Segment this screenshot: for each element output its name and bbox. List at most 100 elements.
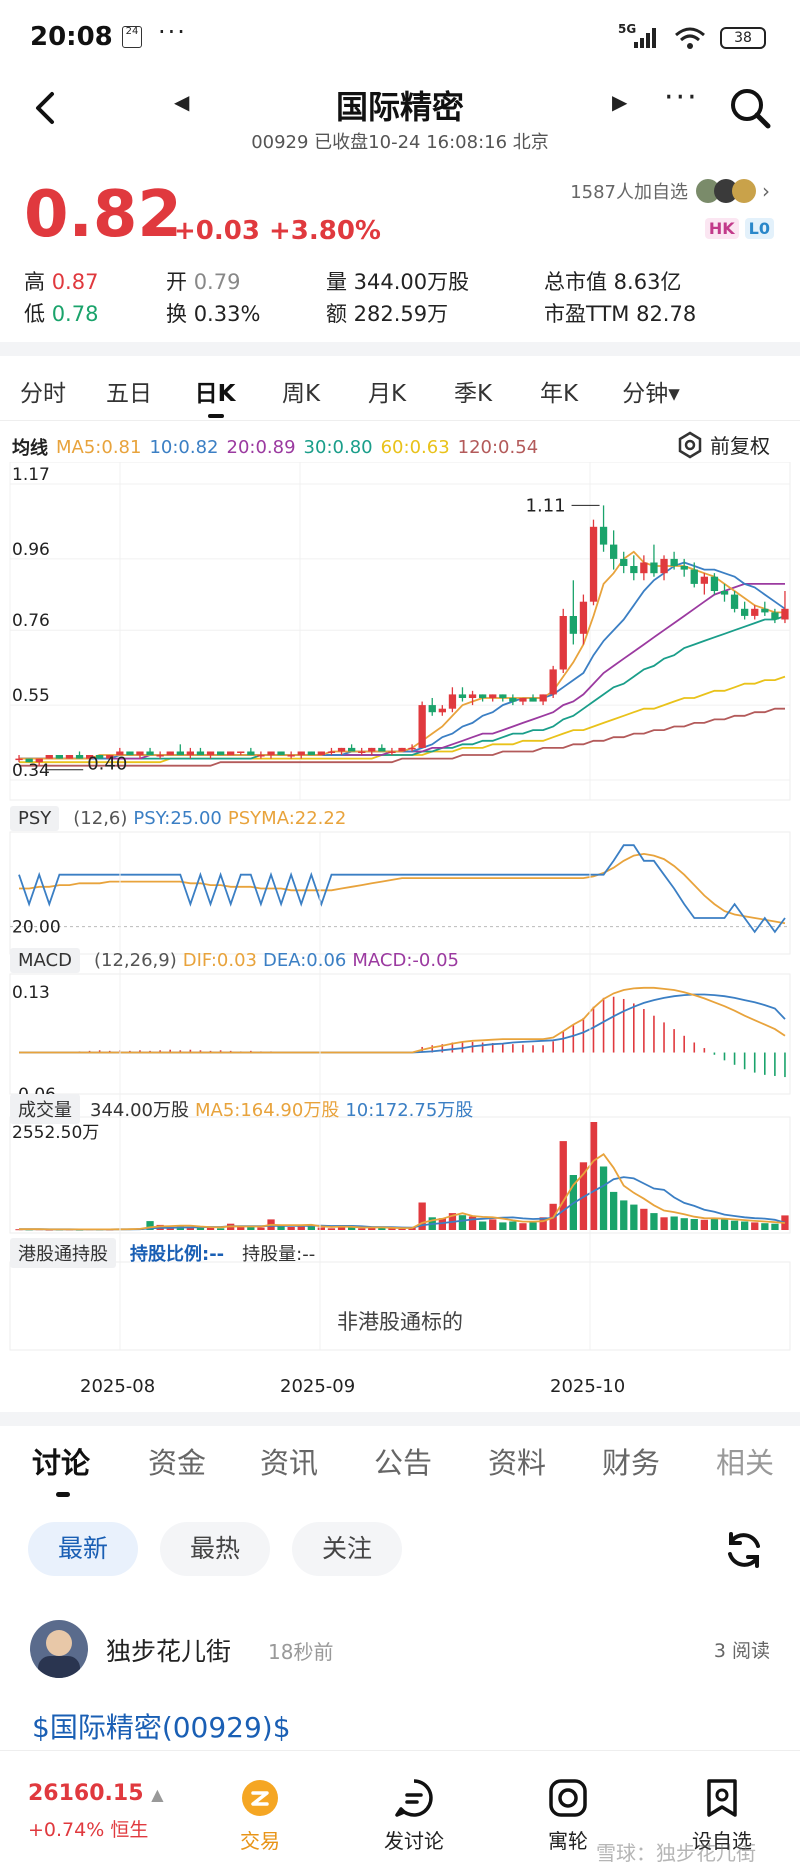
candle-body bbox=[741, 608, 749, 616]
tab-yearly-k[interactable]: 年K bbox=[539, 381, 579, 407]
candle-body bbox=[559, 616, 567, 670]
volume-bar bbox=[771, 1223, 779, 1230]
low-annotation: 0.40 bbox=[87, 754, 127, 775]
volume-bar bbox=[630, 1204, 638, 1230]
tab-finance[interactable]: 财务 bbox=[602, 1446, 661, 1480]
tab-intraday[interactable]: 分时 bbox=[20, 381, 66, 407]
volume-bar bbox=[690, 1219, 698, 1230]
candle-body bbox=[448, 694, 457, 709]
volume-bar bbox=[539, 1217, 547, 1230]
filter-following[interactable]: 关注 bbox=[292, 1522, 402, 1576]
bottom-bar: 26160.15 ▲ +0.74% 恒生 交易 发讨论 寓轮 设自选 雪球：独步… bbox=[0, 1750, 800, 1867]
next-stock-icon[interactable]: ▶ bbox=[612, 90, 628, 114]
kline-y-tick: 1.17 bbox=[12, 465, 50, 485]
volume-bar bbox=[559, 1141, 567, 1230]
kline-ma20-line bbox=[19, 583, 785, 760]
adjust-button[interactable]: 前复权 bbox=[676, 430, 770, 459]
candle-body bbox=[378, 747, 386, 752]
period-tabs: 分时 五日 日K 周K 月K 季K 年K 分钟▾ bbox=[0, 364, 800, 418]
tab-announcements[interactable]: 公告 bbox=[374, 1446, 433, 1480]
volume-bar bbox=[509, 1221, 517, 1230]
candle-body bbox=[408, 747, 416, 750]
candle-body bbox=[428, 705, 436, 713]
candle-body bbox=[267, 751, 275, 756]
trade-icon bbox=[242, 1780, 278, 1816]
candle-body bbox=[479, 694, 487, 698]
divider bbox=[0, 1412, 800, 1426]
candle-body bbox=[539, 694, 547, 702]
volume-bar bbox=[317, 1227, 325, 1230]
price-change: +0.03 +3.80% bbox=[174, 216, 381, 246]
followers[interactable]: 1587人加自选 › bbox=[570, 178, 770, 204]
hk-connect-label[interactable]: 港股通持股 bbox=[10, 1238, 116, 1268]
post-author[interactable]: 独步花儿街 bbox=[106, 1637, 232, 1666]
volume-bar bbox=[720, 1219, 729, 1230]
candle-body bbox=[217, 751, 225, 756]
tab-daily-k[interactable]: 日K bbox=[172, 364, 258, 418]
tab-related[interactable]: 相关 bbox=[716, 1446, 775, 1480]
hk-connect-ratio: 持股比例:-- bbox=[130, 1244, 225, 1265]
candle-body bbox=[781, 608, 789, 620]
avatar[interactable] bbox=[30, 1620, 88, 1678]
volume-bar bbox=[620, 1200, 628, 1230]
candle-body bbox=[620, 558, 628, 566]
psy-line bbox=[18, 844, 786, 934]
tab-minute[interactable]: 分钟▾ bbox=[622, 381, 680, 407]
kline-chart[interactable]: 1.170.960.760.550.341.110.4020.000.13-0.… bbox=[0, 462, 800, 1412]
candle-body bbox=[599, 526, 608, 545]
post-filters: 最新 最热 关注 bbox=[0, 1522, 800, 1578]
stock-status: 00929 已收盘10-24 16:08:16 北京 bbox=[251, 132, 549, 153]
volume-label[interactable]: 成交量 bbox=[10, 1094, 80, 1124]
tab-weekly-k[interactable]: 周K bbox=[281, 381, 321, 407]
tab-profile[interactable]: 资料 bbox=[488, 1446, 547, 1480]
tab-monthly-k[interactable]: 月K bbox=[367, 381, 407, 407]
candle-body bbox=[690, 569, 698, 584]
candle-body bbox=[610, 544, 618, 559]
dea-value: DEA:0.06 bbox=[263, 950, 347, 971]
nav-trade[interactable]: 交易 bbox=[210, 1777, 310, 1854]
filter-hot[interactable]: 最热 bbox=[160, 1522, 270, 1576]
back-icon[interactable] bbox=[26, 88, 66, 128]
x-axis-tick: 2025-10 bbox=[550, 1376, 625, 1397]
post-item[interactable]: 独步花儿街 18秒前 3 阅读 $国际精密(00929)$ bbox=[0, 1614, 800, 1744]
tab-news[interactable]: 资讯 bbox=[260, 1446, 319, 1480]
index-value[interactable]: 26160.15 ▲ bbox=[28, 1781, 164, 1806]
refresh-icon[interactable] bbox=[722, 1528, 766, 1572]
candle-body bbox=[468, 694, 477, 698]
candle-body bbox=[458, 694, 467, 698]
wifi-icon bbox=[675, 27, 705, 49]
volume-bar bbox=[710, 1218, 719, 1230]
candle-body bbox=[297, 751, 305, 756]
macd-label[interactable]: MACD bbox=[10, 948, 80, 973]
tab-discussion[interactable]: 讨论 bbox=[32, 1446, 91, 1480]
candle-body bbox=[418, 705, 426, 748]
nav-warrants[interactable]: 寓轮 bbox=[518, 1777, 618, 1854]
prev-stock-icon[interactable]: ◀ bbox=[174, 90, 190, 114]
psy-label[interactable]: PSY bbox=[10, 806, 60, 831]
candle-body bbox=[730, 594, 739, 609]
tab-five-day[interactable]: 五日 bbox=[106, 381, 152, 407]
kline-y-tick: 0.55 bbox=[12, 686, 50, 706]
nav-post[interactable]: 发讨论 bbox=[364, 1777, 464, 1854]
more-icon[interactable]: ··· bbox=[664, 80, 699, 115]
search-icon[interactable] bbox=[728, 86, 772, 130]
candle-body bbox=[136, 751, 144, 756]
candle-body bbox=[348, 747, 356, 752]
post-stock-link[interactable]: $国际精密(00929)$ bbox=[32, 1711, 291, 1744]
volume-bar bbox=[206, 1227, 215, 1230]
wheel-icon bbox=[549, 1779, 587, 1817]
x-axis-tick: 2025-09 bbox=[280, 1376, 355, 1397]
volume-value: 344.00万股 bbox=[90, 1100, 189, 1121]
candle-body bbox=[680, 566, 688, 570]
volume-bar bbox=[700, 1219, 708, 1230]
filter-latest[interactable]: 最新 bbox=[28, 1522, 138, 1576]
nav-add-watchlist[interactable]: 设自选 bbox=[672, 1777, 772, 1854]
ma120-value: 120:0.54 bbox=[457, 436, 539, 458]
volume-bar bbox=[237, 1227, 245, 1230]
tab-quarterly-k[interactable]: 季K bbox=[453, 381, 493, 407]
candle-body bbox=[398, 747, 406, 752]
tab-funds[interactable]: 资金 bbox=[148, 1446, 207, 1480]
volume-bar bbox=[418, 1202, 426, 1230]
candle-body bbox=[720, 591, 729, 595]
candle-body bbox=[499, 694, 507, 698]
